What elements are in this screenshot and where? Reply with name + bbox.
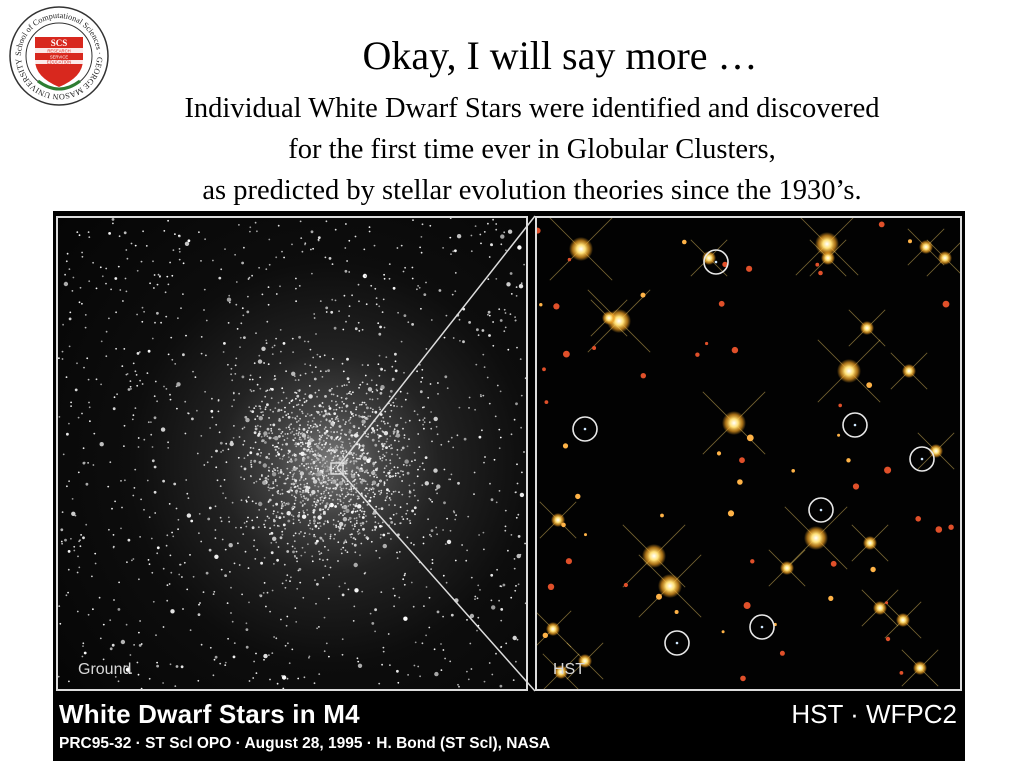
slide-title: Okay, I will say more …	[362, 33, 758, 78]
logo-line-2: SERVICE	[50, 55, 69, 60]
ground-star-field	[58, 218, 526, 689]
scs-logo: School of Computational Sciences · GEORG…	[8, 5, 109, 106]
ground-image-panel: Ground	[56, 216, 528, 691]
white-dwarf-marker	[842, 412, 868, 438]
hst-image-panel: HST	[535, 216, 962, 691]
subtitle-line-3: as predicted by stellar evolution theori…	[202, 175, 862, 206]
caption-credit: PRC95-32 · ST Scl OPO · August 28, 1995 …	[59, 735, 551, 752]
hst-label: HST	[553, 661, 585, 678]
caption-instrument: HST · WFPC2	[791, 699, 957, 729]
logo-line-3: EDUCATION	[47, 59, 71, 64]
logo-shield-title: SCS	[51, 38, 68, 48]
caption-title: White Dwarf Stars in M4	[59, 699, 360, 729]
white-dwarf-marker	[664, 630, 690, 656]
white-dwarf-marker	[808, 497, 834, 523]
logo-line-1: RESEARCH	[47, 48, 70, 53]
slide-subtitle: Individual White Dwarf Stars were identi…	[40, 88, 1024, 211]
white-dwarf-marker	[909, 446, 935, 472]
white-dwarf-marker	[572, 416, 598, 442]
subtitle-line-1: Individual White Dwarf Stars were identi…	[184, 93, 880, 124]
white-dwarf-marker	[703, 249, 729, 275]
white-dwarf-marker	[749, 614, 775, 640]
logo-laurel	[37, 79, 81, 91]
hst-star-field	[537, 218, 960, 689]
m4-figure: Ground HST White Dwarf Stars in M4 HST ·…	[53, 211, 965, 761]
subtitle-line-2: for the first time ever in Globular Clus…	[288, 134, 776, 165]
ground-label: Ground	[78, 661, 132, 678]
